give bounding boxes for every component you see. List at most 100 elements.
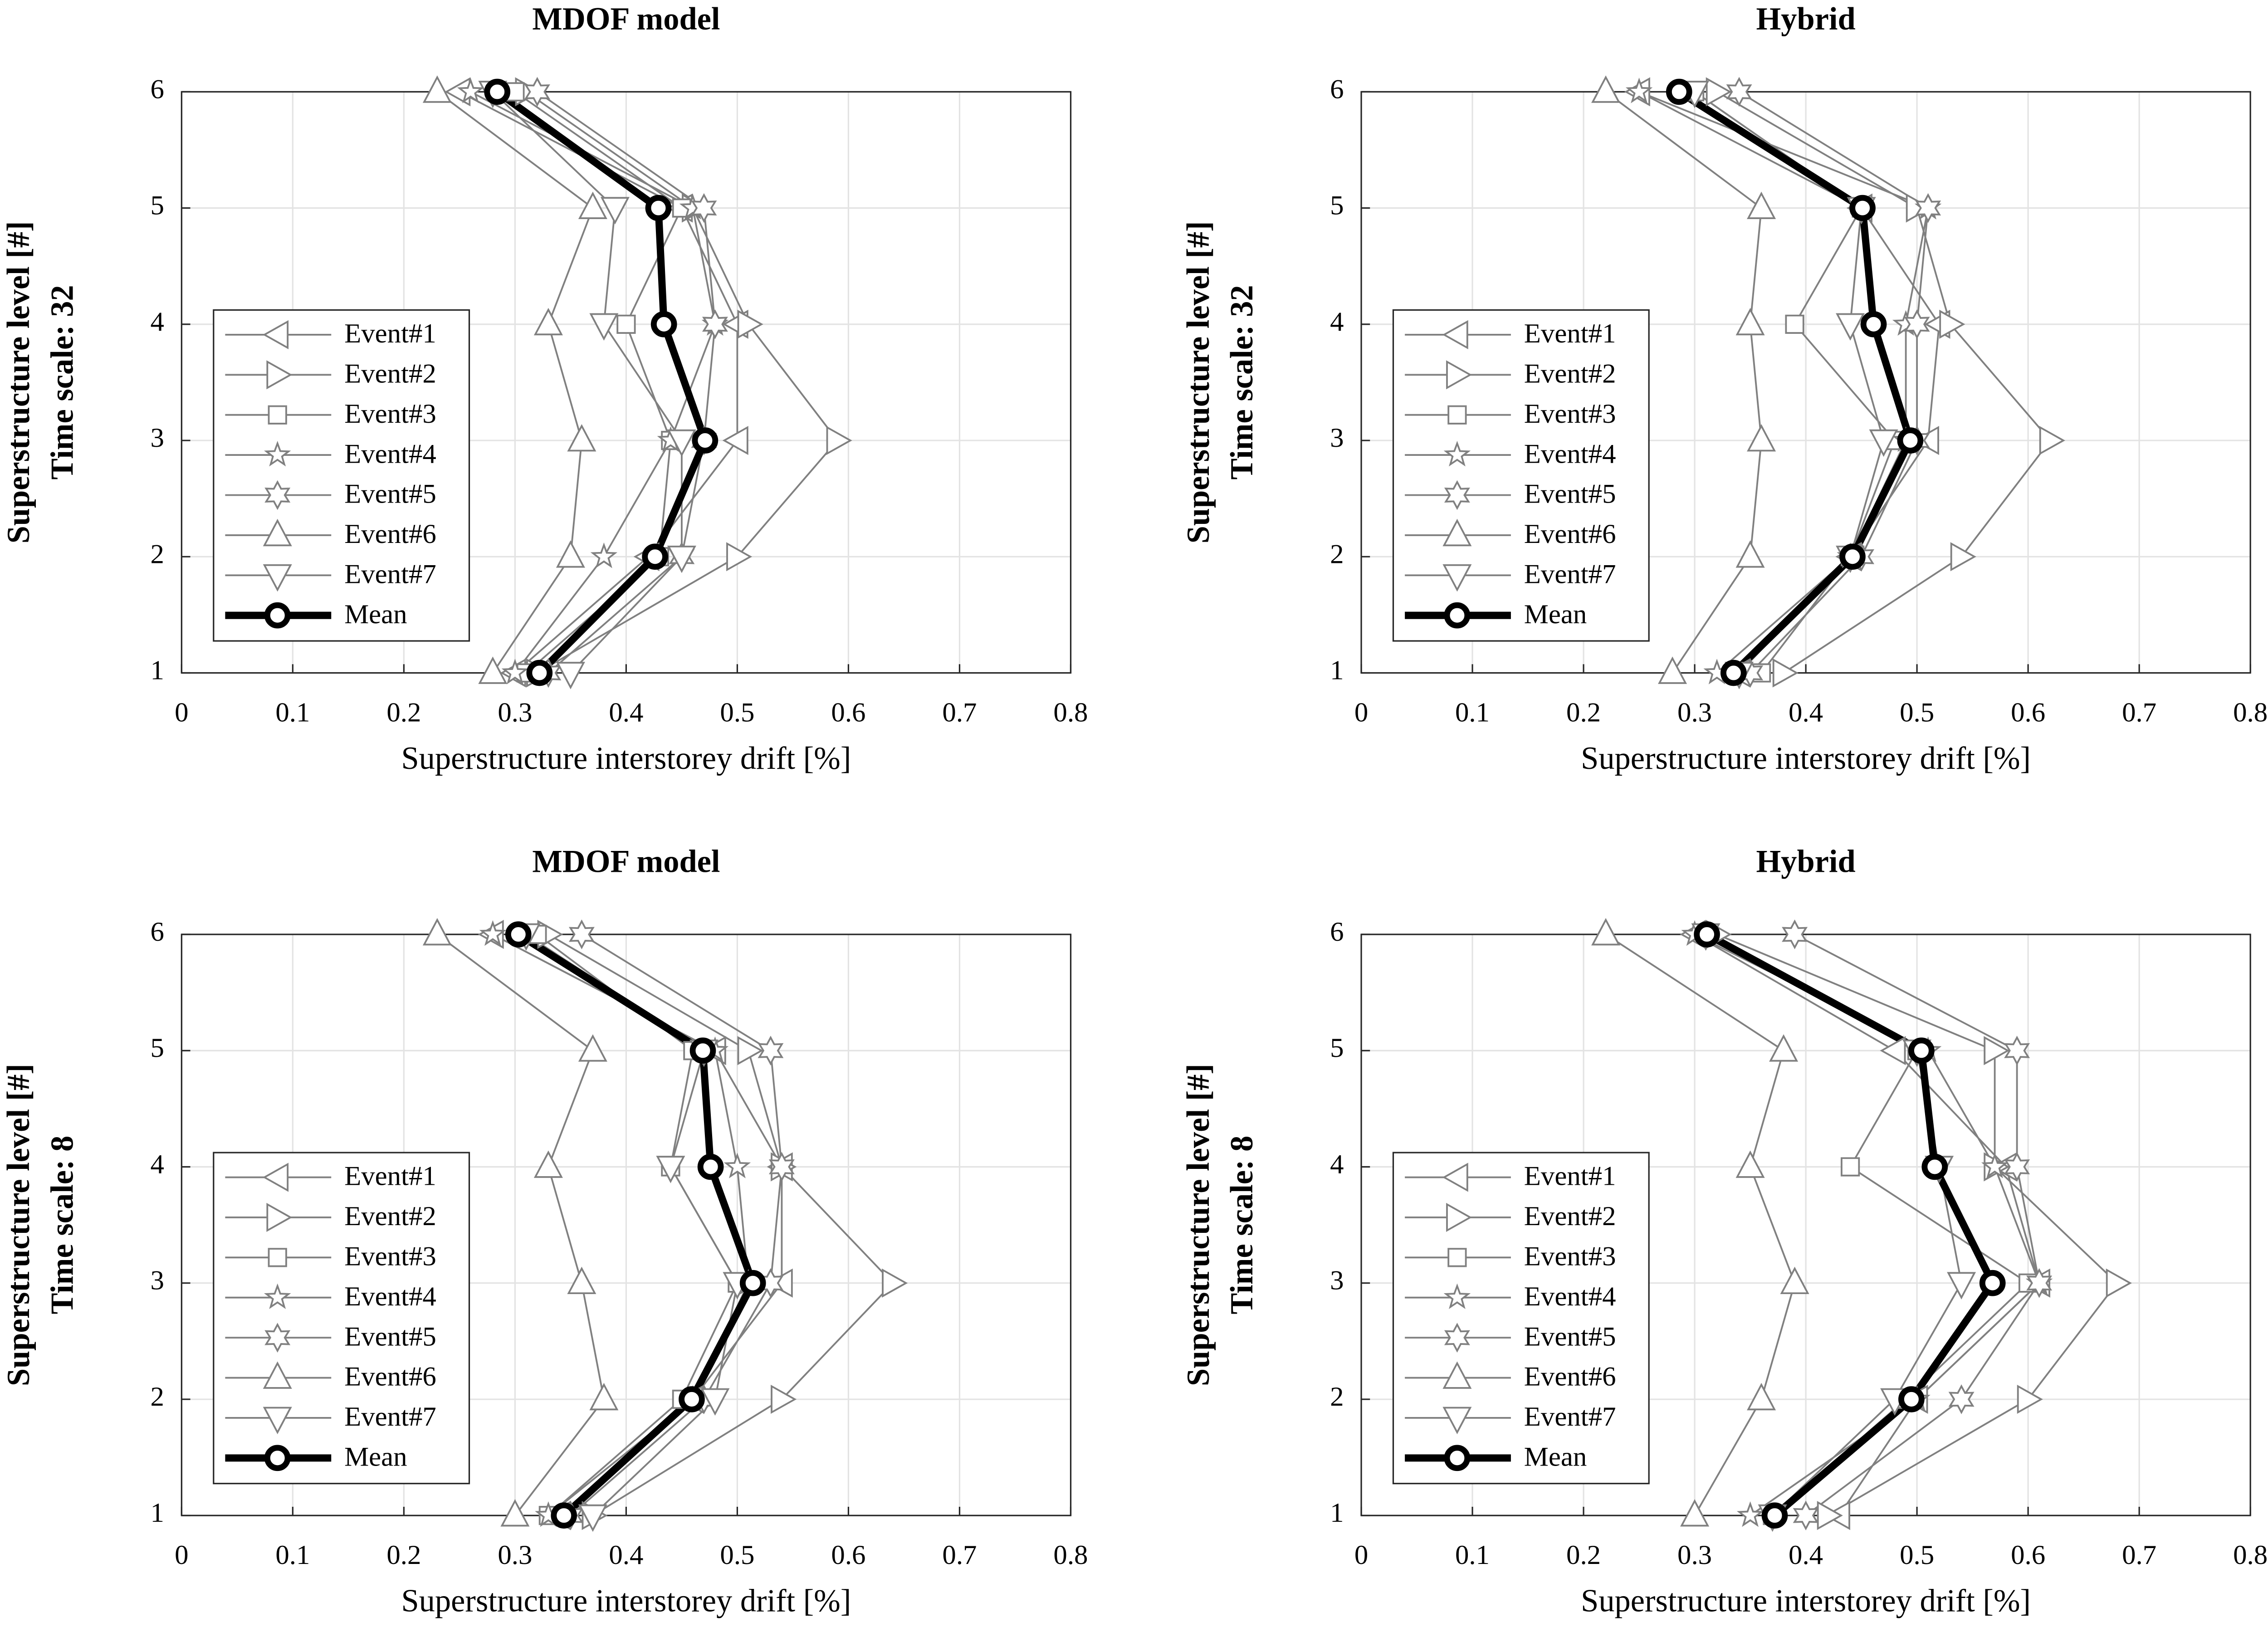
legend-marker bbox=[1442, 564, 1472, 592]
marker bbox=[1591, 918, 1621, 946]
legend-box bbox=[1392, 309, 1650, 642]
legend-label: Event#6 bbox=[344, 1362, 436, 1392]
legend-marker bbox=[1444, 1445, 1471, 1471]
series-line bbox=[436, 933, 605, 1516]
legend-marker bbox=[1442, 1407, 1472, 1435]
marker bbox=[1849, 195, 1876, 221]
x-tick-label: 0.2 bbox=[1566, 697, 1601, 728]
x-tick-label: 0.8 bbox=[2233, 697, 2268, 728]
marker bbox=[567, 1266, 596, 1295]
x-tick-label: 0.7 bbox=[2122, 1540, 2156, 1570]
marker bbox=[578, 191, 607, 219]
marker bbox=[1666, 78, 1692, 105]
legend-marker bbox=[1446, 1202, 1472, 1232]
legend-marker bbox=[263, 1407, 292, 1435]
marker bbox=[679, 1386, 705, 1412]
marker bbox=[642, 543, 668, 570]
marker bbox=[650, 311, 677, 337]
legend-label: Event#4 bbox=[1524, 1281, 1616, 1312]
x-tick-label: 0.5 bbox=[1900, 697, 1934, 728]
marker bbox=[697, 1153, 724, 1180]
x-tick-label: 0.7 bbox=[2122, 697, 2156, 728]
legend-label: Event#1 bbox=[1524, 1161, 1616, 1192]
x-tick-label: 0.6 bbox=[831, 697, 865, 728]
y-axis-label: Superstructure level [#] bbox=[1, 1064, 36, 1386]
marker bbox=[771, 1384, 797, 1414]
marker bbox=[1898, 1386, 1925, 1412]
series-line bbox=[1605, 91, 1763, 674]
series-line bbox=[492, 91, 683, 674]
marker bbox=[500, 1499, 530, 1527]
marker bbox=[2004, 1152, 2030, 1182]
legend-label: Mean bbox=[1524, 599, 1587, 630]
x-tick-label: 0.1 bbox=[275, 697, 310, 728]
legend-label: Event#6 bbox=[1524, 519, 1616, 549]
x-tick-label: 0.3 bbox=[498, 1540, 532, 1570]
marker bbox=[692, 427, 719, 454]
marker bbox=[590, 542, 618, 568]
y-tick-label: 6 bbox=[1330, 74, 1344, 104]
y-tick-label: 1 bbox=[1330, 1498, 1344, 1528]
marker bbox=[478, 656, 508, 684]
legend-label: Event#5 bbox=[1524, 1321, 1616, 1352]
x-tick-label: 0 bbox=[1354, 697, 1368, 728]
marker bbox=[702, 309, 728, 339]
series-line bbox=[436, 91, 594, 674]
y-axis-label: Superstructure level [#] bbox=[1, 221, 36, 544]
marker bbox=[2004, 1036, 2030, 1066]
marker bbox=[1948, 1384, 1975, 1414]
legend-label: Event#7 bbox=[344, 559, 436, 589]
legend-marker bbox=[1442, 320, 1468, 350]
series-line bbox=[570, 933, 783, 1516]
y-tick-label: 3 bbox=[150, 423, 164, 453]
legend-marker bbox=[268, 405, 287, 425]
marker bbox=[422, 918, 452, 946]
legend-label: Event#7 bbox=[1524, 1402, 1616, 1432]
marker bbox=[1908, 1037, 1935, 1064]
marker bbox=[1721, 660, 1747, 686]
legend-box bbox=[213, 1152, 470, 1485]
legend-label: Event#5 bbox=[1524, 479, 1616, 509]
marker bbox=[1897, 427, 1924, 454]
y-tick-label: 3 bbox=[150, 1266, 164, 1296]
x-axis-label: Superstructure interstorey drift [%] bbox=[1581, 1583, 2031, 1619]
legend: Event#1 Event#2 Event#3 Event#4 Event#5 Event… bbox=[1392, 1152, 1650, 1485]
series-line bbox=[459, 91, 738, 674]
legend-label: Event#3 bbox=[344, 399, 436, 429]
marker bbox=[722, 425, 748, 455]
marker bbox=[882, 1268, 908, 1298]
series-line bbox=[1605, 933, 1796, 1516]
series-line bbox=[516, 931, 757, 1519]
marker bbox=[457, 78, 484, 103]
marker bbox=[1591, 75, 1621, 103]
subplot: 0 0.1 0.2 0.3 0.4 0.5 0.6 0.7 0.8 1 2 3 4 5 6 MDOF mode… bbox=[1, 844, 1088, 1618]
marker bbox=[1939, 309, 1965, 339]
legend-marker bbox=[263, 518, 292, 547]
y-tick-label: 2 bbox=[1330, 1382, 1344, 1412]
x-tick-label: 0.4 bbox=[1789, 1540, 1823, 1570]
series-line bbox=[525, 91, 838, 674]
marker bbox=[568, 919, 595, 949]
x-tick-label: 0.5 bbox=[720, 697, 754, 728]
legend-marker bbox=[264, 602, 291, 629]
x-tick-label: 0.6 bbox=[831, 1540, 865, 1570]
marker bbox=[479, 920, 507, 946]
marker bbox=[1772, 658, 1799, 688]
subplot: 0 0.1 0.2 0.3 0.4 0.5 0.6 0.7 0.8 1 2 3 4 5 6 Hybrid Sup… bbox=[1181, 844, 2268, 1618]
marker bbox=[737, 309, 763, 339]
x-tick-label: 0.3 bbox=[1677, 1540, 1712, 1570]
legend-marker bbox=[1444, 480, 1470, 510]
marker bbox=[826, 425, 852, 455]
legend: Event#1 Event#2 Event#3 Event#4 Event#5 Event… bbox=[1392, 309, 1650, 642]
series-line bbox=[1716, 933, 2118, 1516]
y-tick-label: 5 bbox=[150, 191, 164, 221]
marker bbox=[567, 424, 596, 452]
legend-label: Event#6 bbox=[344, 519, 436, 549]
marker bbox=[1658, 656, 1687, 684]
marker bbox=[533, 308, 563, 336]
legend-label: Event#1 bbox=[344, 1161, 436, 1192]
x-tick-label: 0.1 bbox=[275, 1540, 310, 1570]
axes-box bbox=[181, 933, 1072, 1516]
y-axis-label: Time scale: 8 bbox=[44, 1136, 80, 1314]
